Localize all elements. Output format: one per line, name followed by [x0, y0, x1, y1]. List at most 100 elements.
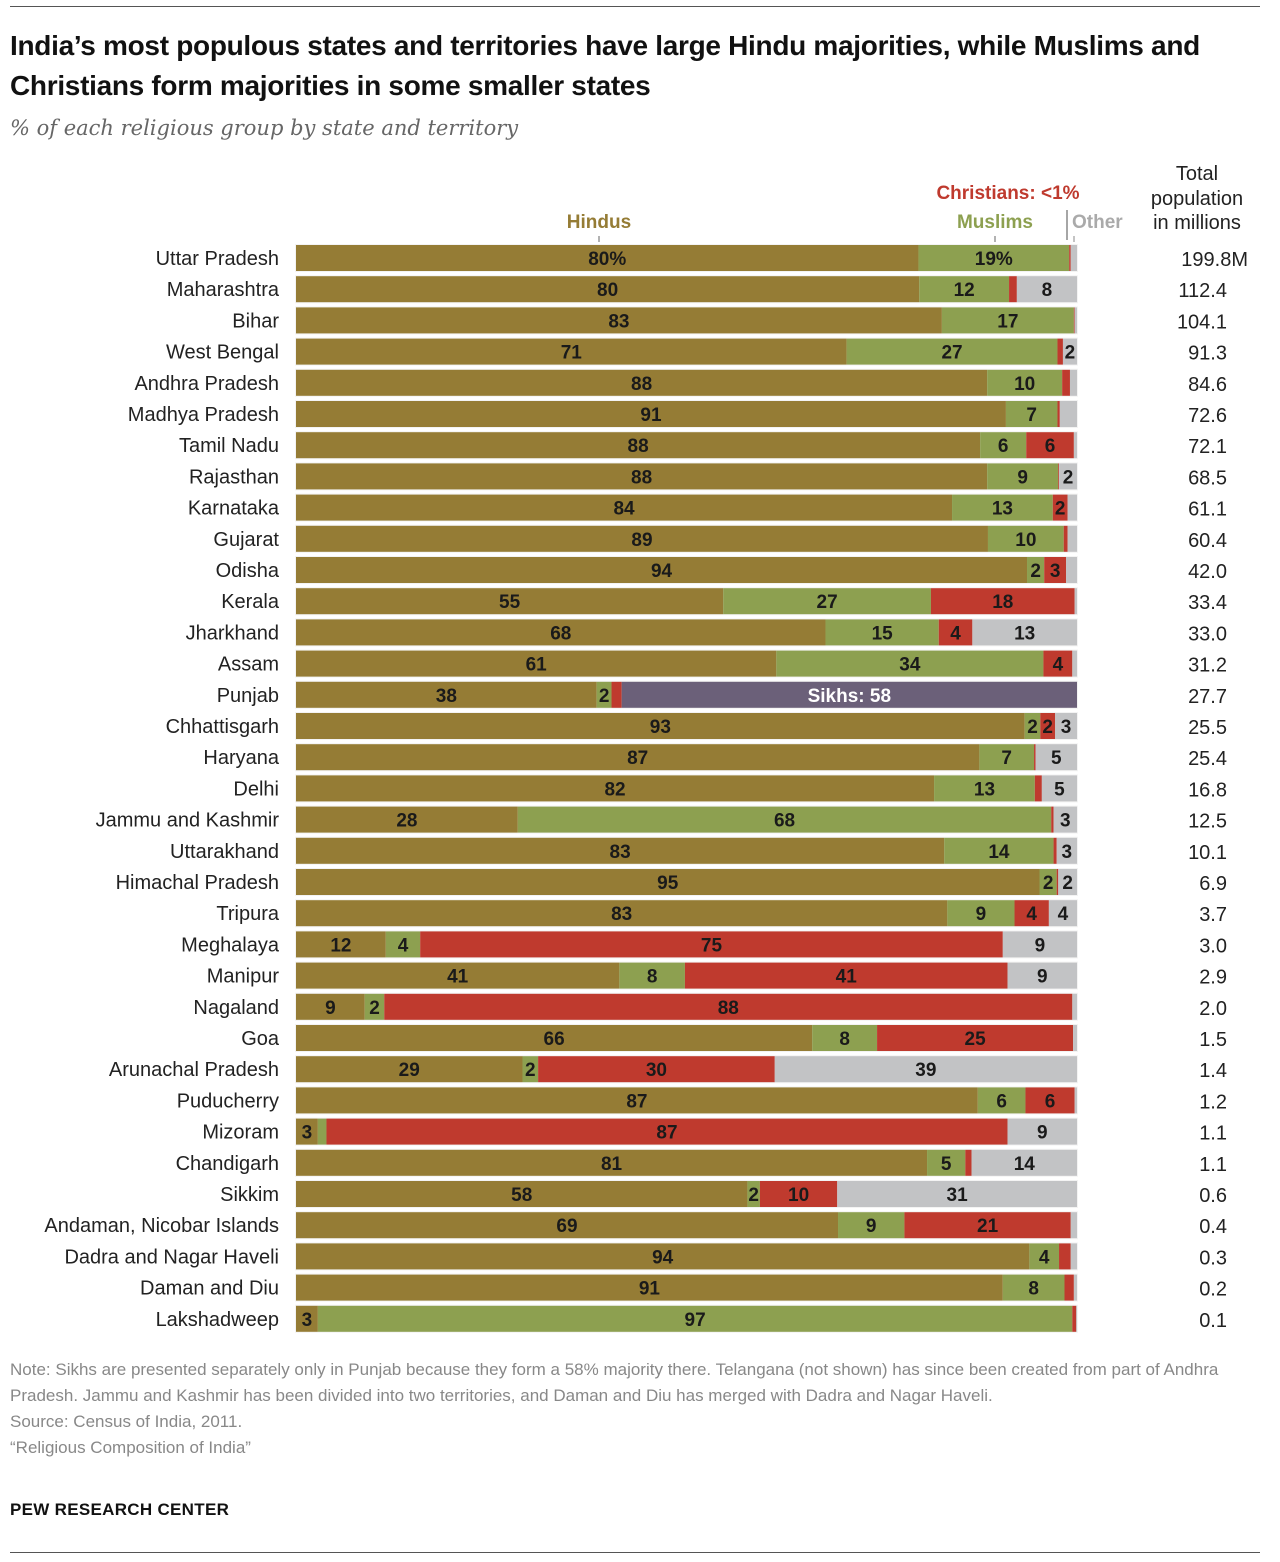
bar-segment-muslims: [812, 1025, 878, 1051]
bar-segment-hindus: [296, 401, 1006, 427]
total-population-value: 0.4: [1199, 1216, 1227, 1238]
data-label-other: 3: [1061, 717, 1072, 738]
state-label: Meghalaya: [181, 934, 280, 956]
data-label-other: 9: [1035, 935, 1046, 956]
bar-segment-hindus: [296, 338, 847, 365]
bar-segment-christians: [938, 619, 973, 646]
state-label: Chandigarh: [176, 1153, 279, 1175]
data-label-other: 2: [1065, 343, 1076, 364]
data-label-hindus: 81: [601, 1154, 623, 1175]
total-population-value: 60.4: [1188, 530, 1227, 552]
data-label-muslims: 68: [774, 811, 795, 832]
data-label-muslims: 7: [1026, 405, 1037, 426]
source-text: Source: Census of India, 2011.: [10, 1412, 243, 1431]
data-label-christians: 6: [1045, 436, 1056, 457]
bar-segment-muslims: [987, 369, 1063, 396]
data-label-other: 14: [1014, 1154, 1036, 1175]
total-population-value: 91.3: [1188, 343, 1227, 365]
total-population-value: 3.0: [1199, 935, 1227, 957]
bar-segment-hindus: [296, 1149, 928, 1176]
data-label-hindus: 83: [611, 904, 632, 925]
bar-segment-christians: [538, 1056, 775, 1083]
data-label-hindus: 87: [626, 1091, 647, 1112]
bar-segment-muslims: [385, 931, 421, 958]
data-label-hindus: 94: [652, 1247, 674, 1268]
state-label: Delhi: [233, 778, 279, 800]
chart-title: India’s most populous states and territo…: [10, 30, 1200, 101]
total-population-value: 112.4: [1178, 280, 1227, 302]
total-population-value: 25.5: [1188, 717, 1227, 739]
total-population-value: 3.7: [1199, 904, 1227, 926]
bar-segment-hindus: [296, 588, 724, 615]
bar-segment-muslims: [596, 681, 612, 708]
bar-segment-muslims: [944, 837, 1054, 864]
data-label-other: 9: [1037, 967, 1048, 988]
data-label-muslims: 10: [1015, 530, 1036, 551]
total-population-value: 33.0: [1188, 623, 1227, 645]
bar-segment-muslims: [979, 744, 1035, 771]
data-label-other: 9: [1037, 1123, 1048, 1144]
total-population-value: 31.2: [1188, 655, 1227, 677]
bar-segment-hindus: [296, 713, 1025, 739]
data-label-other: 39: [915, 1060, 936, 1081]
total-population-value: 0.2: [1199, 1279, 1227, 1301]
data-label-muslims: 8: [1028, 1279, 1039, 1300]
data-label-hindus: 95: [657, 873, 679, 894]
bar-segment-hindus: [296, 744, 980, 771]
bar-segment-christians: [1063, 525, 1068, 552]
bar-segment-christians: [1026, 432, 1074, 459]
total-population-value: 27.7: [1188, 686, 1227, 708]
bar-segment-hindus: [296, 806, 518, 833]
data-label-muslims: 27: [817, 592, 838, 613]
bar-segment-hindus: [296, 775, 935, 802]
total-population-value: 0.1: [1199, 1310, 1227, 1332]
bar-segment-other: [1058, 869, 1077, 895]
data-label-hindus: 38: [436, 686, 457, 707]
total-population-value: 84.6: [1188, 374, 1227, 396]
total-population-value: 1.2: [1199, 1091, 1227, 1113]
data-label-muslims: 19%: [975, 249, 1013, 270]
bar-segment-hindus: [296, 1025, 813, 1051]
data-label-muslims: 10: [1014, 374, 1035, 395]
data-label-hindus: 66: [544, 1029, 565, 1050]
state-label: West Bengal: [166, 342, 279, 364]
state-label: Uttar Pradesh: [156, 248, 279, 270]
data-label-other: 5: [1051, 748, 1062, 769]
total-population-value: 16.8: [1188, 779, 1227, 801]
bar-segment-christians: [1043, 650, 1073, 677]
bar-segment-muslims: [825, 619, 939, 646]
total-population-value: 72.6: [1188, 405, 1227, 427]
state-label: Assam: [218, 654, 279, 676]
data-label-christians: 4: [1053, 655, 1064, 676]
data-label-hindus: 91: [640, 405, 662, 426]
total-population-value: 6.9: [1199, 873, 1227, 895]
state-label: Goa: [241, 1028, 280, 1050]
data-label-hindus: 12: [330, 935, 351, 956]
data-label-muslims: 2: [1027, 717, 1038, 738]
total-population-value: 104.1: [1177, 311, 1227, 333]
state-label: Chhattisgarh: [166, 716, 279, 738]
bar-segment-other: [1074, 307, 1077, 334]
state-label: Bihar: [232, 310, 279, 332]
bar-segment-muslims: [980, 432, 1027, 459]
bar-segment-muslims: [987, 525, 1064, 552]
bar-segment-christians: [384, 993, 1073, 1020]
bar-segment-hindus: [296, 962, 620, 989]
data-label-christians: 41: [836, 967, 858, 988]
data-label-muslims: 2: [1043, 873, 1054, 894]
chart-subtitle: % of each religious group by state and t…: [10, 116, 519, 140]
bar-segment-christians: [1052, 494, 1068, 521]
bar-segment-muslims: [919, 276, 1010, 303]
bar-segment-christians: [1073, 307, 1075, 334]
bar-segment-hindus: [296, 650, 777, 677]
bar-segment-christians: [1072, 1305, 1077, 1332]
bar-segment-muslims: [1029, 1243, 1060, 1270]
data-label-muslims: 27: [941, 343, 962, 364]
data-label-muslims: 9: [976, 904, 987, 925]
data-label-hindus: 91: [639, 1279, 661, 1300]
data-label-christians: 4: [950, 623, 961, 644]
bar-segment-hindus: [296, 557, 1028, 583]
bar-segment-christians: [1062, 369, 1070, 396]
bar-segment-hindus: [296, 1118, 318, 1145]
data-label-muslims: 8: [839, 1029, 850, 1050]
